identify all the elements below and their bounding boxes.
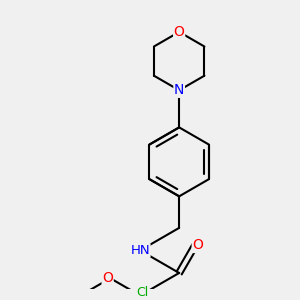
- Text: O: O: [174, 25, 184, 39]
- Text: O: O: [102, 271, 113, 285]
- Text: Cl: Cl: [137, 286, 149, 299]
- Text: HN: HN: [130, 244, 150, 257]
- Text: O: O: [192, 238, 203, 252]
- Text: N: N: [174, 83, 184, 97]
